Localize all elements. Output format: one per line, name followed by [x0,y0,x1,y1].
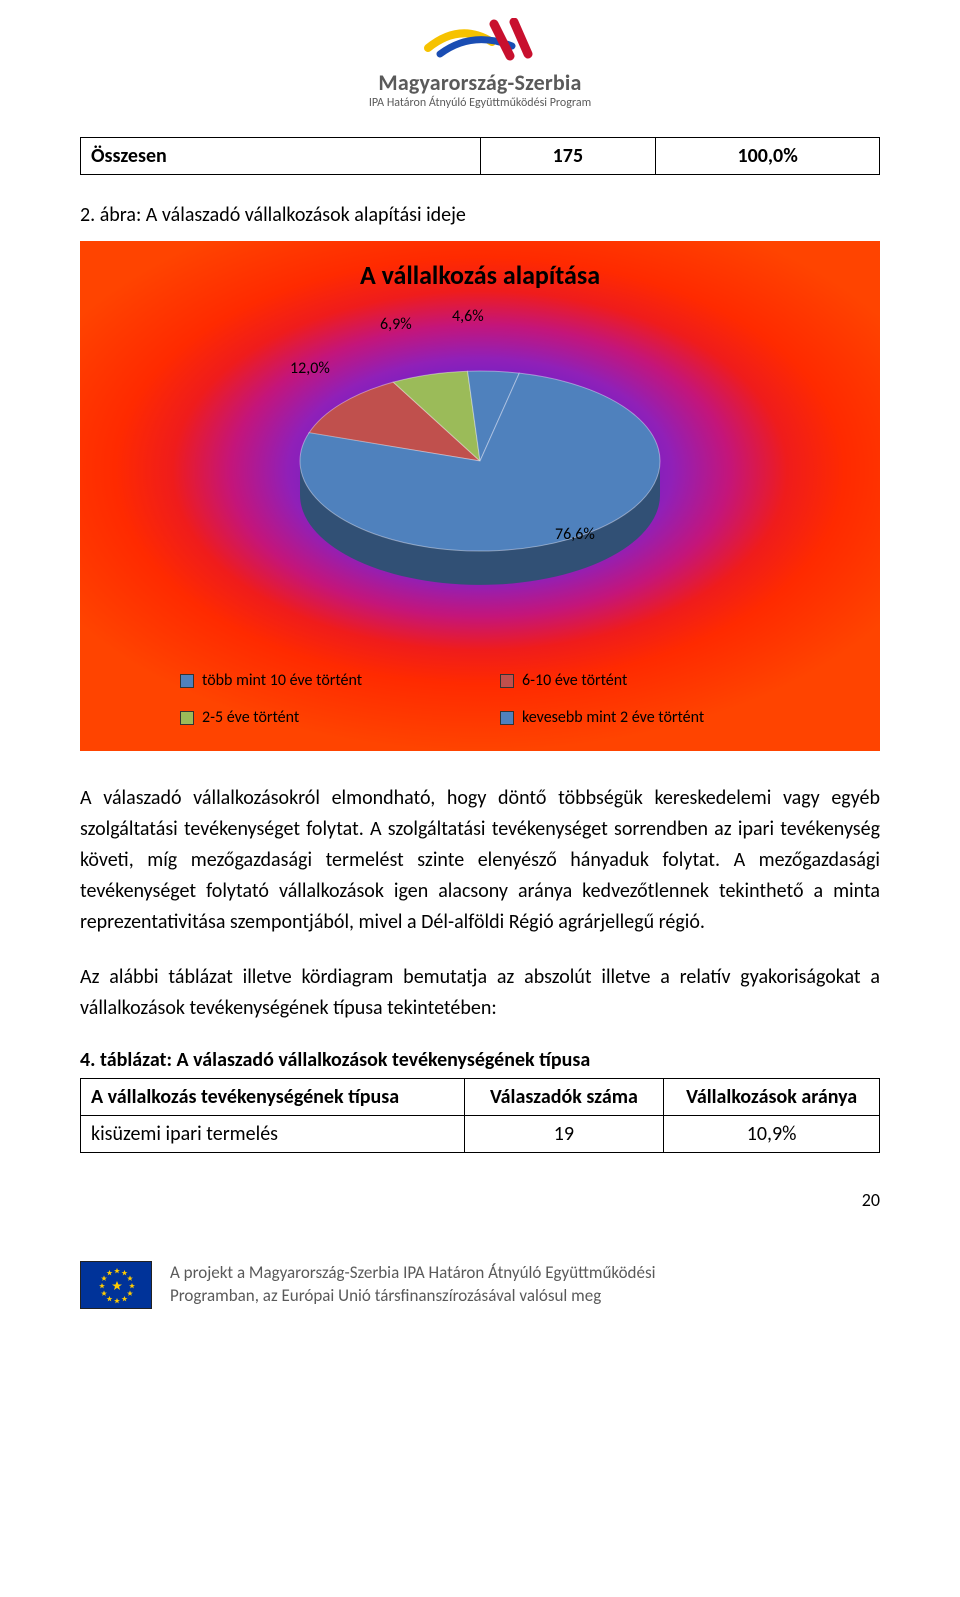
legend-item: kevesebb mint 2 éve történt [500,708,780,727]
pie-chart: A vállalkozás alapítása 6,9% 4,6% 12,0% … [80,241,880,751]
eu-flag-icon [80,1261,152,1309]
slice-label: 4,6% [452,307,484,326]
table-cell: kisüzemi ipari termelés [81,1116,465,1153]
legend-swatch [180,674,194,688]
summary-label: Összesen [81,138,481,175]
summary-count: 175 [480,138,656,175]
logo-subtitle: IPA Határon Átnyúló Együttműködési Progr… [369,96,591,110]
legend-swatch [180,711,194,725]
slice-label: 6,9% [380,315,412,334]
chart-title: A vállalkozás alapítása [80,259,880,291]
legend-label: több mint 10 éve történt [202,671,362,690]
summary-table: Összesen 175 100,0% [80,137,880,175]
legend-swatch [500,674,514,688]
page-number: 20 [80,1189,880,1211]
legend-item: 2-5 éve történt [180,708,460,727]
table-cell: 19 [464,1116,664,1153]
summary-percent: 100,0% [656,138,880,175]
program-logo: Magyarország-Szerbia IPA Határon Átnyúló… [369,18,591,110]
paragraph: Az alábbi táblázat illetve kördiagram be… [80,962,880,1024]
slice-label: 76,6% [555,525,595,544]
legend-label: kevesebb mint 2 éve történt [522,708,704,727]
table-row: kisüzemi ipari termelés 19 10,9% [81,1116,880,1153]
legend-item: több mint 10 éve történt [180,671,460,690]
table-header: Válaszadók száma [464,1079,664,1116]
legend-swatch [500,711,514,725]
table-row: Összesen 175 100,0% [81,138,880,175]
slice-label: 12,0% [290,359,330,378]
paragraph: A válaszadó vállalkozásokról elmondható,… [80,783,880,938]
logo-swirl-icon [420,18,540,62]
legend-label: 6-10 éve történt [522,671,627,690]
table-header: A vállalkozás tevékenységének típusa [81,1079,465,1116]
table-cell: 10,9% [664,1116,880,1153]
table-header: Vállalkozások aránya [664,1079,880,1116]
body-text: A válaszadó vállalkozásokról elmondható,… [80,783,880,1024]
table-title: 4. táblázat: A válaszadó vállalkozások t… [80,1048,880,1072]
pie-graphic [270,341,690,606]
footer-line: Programban, az Európai Unió társfinanszí… [170,1285,656,1308]
table-header-row: A vállalkozás tevékenységének típusa Vál… [81,1079,880,1116]
figure-caption: 2. ábra: A válaszadó vállalkozások alapí… [80,203,880,227]
logo-title: Magyarország-Szerbia [369,69,591,96]
legend-label: 2-5 éve történt [202,708,299,727]
footer-text: A projekt a Magyarország-Szerbia IPA Hat… [170,1262,656,1308]
document-header: Magyarország-Szerbia IPA Határon Átnyúló… [0,0,960,119]
legend-item: 6-10 éve történt [500,671,780,690]
document-footer: A projekt a Magyarország-Szerbia IPA Hat… [0,1251,960,1329]
footer-line: A projekt a Magyarország-Szerbia IPA Hat… [170,1262,656,1285]
chart-legend: több mint 10 éve történt 6-10 éve történ… [180,671,780,727]
data-table: A vállalkozás tevékenységének típusa Vál… [80,1078,880,1153]
